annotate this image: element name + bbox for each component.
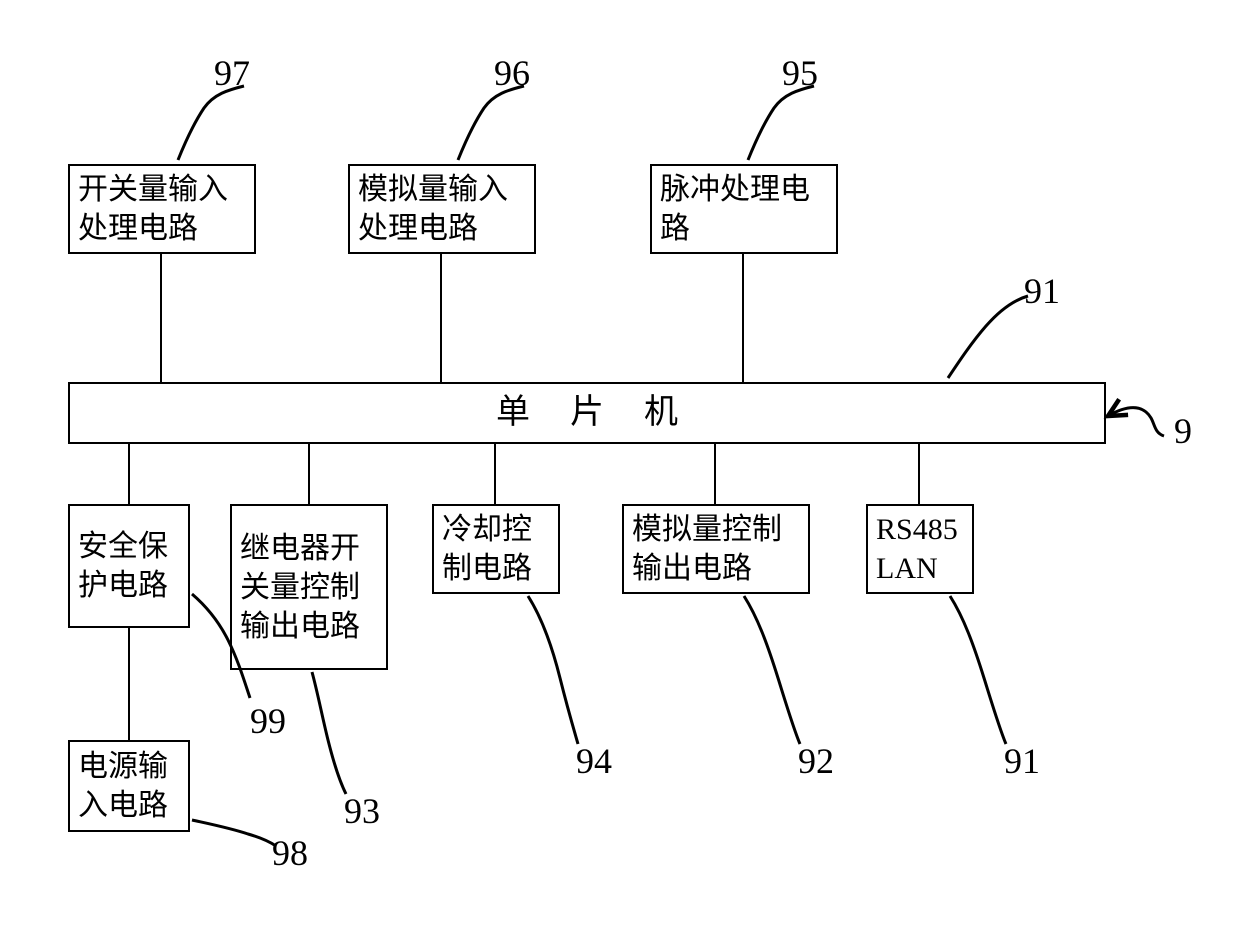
connector-line bbox=[128, 444, 130, 504]
squiggle-line bbox=[1108, 408, 1164, 436]
squiggle-line bbox=[192, 594, 250, 698]
squiggle-line bbox=[950, 596, 1006, 744]
connector-line bbox=[918, 444, 920, 504]
connector-line bbox=[440, 254, 442, 382]
connector-line bbox=[308, 444, 310, 504]
squiggle-line bbox=[744, 596, 800, 744]
squiggle-line bbox=[748, 86, 814, 160]
connector-line bbox=[714, 444, 716, 504]
squiggle-line bbox=[192, 820, 276, 846]
squiggle-line bbox=[312, 672, 346, 794]
connector-line bbox=[128, 628, 130, 740]
squiggle-svg bbox=[0, 0, 1240, 925]
connector-line bbox=[160, 254, 162, 382]
squiggle-line bbox=[458, 86, 524, 160]
connector-line bbox=[742, 254, 744, 382]
squiggle-line bbox=[178, 86, 244, 160]
squiggle-line bbox=[528, 596, 578, 744]
squiggle-line bbox=[948, 296, 1028, 378]
connector-line bbox=[494, 444, 496, 504]
